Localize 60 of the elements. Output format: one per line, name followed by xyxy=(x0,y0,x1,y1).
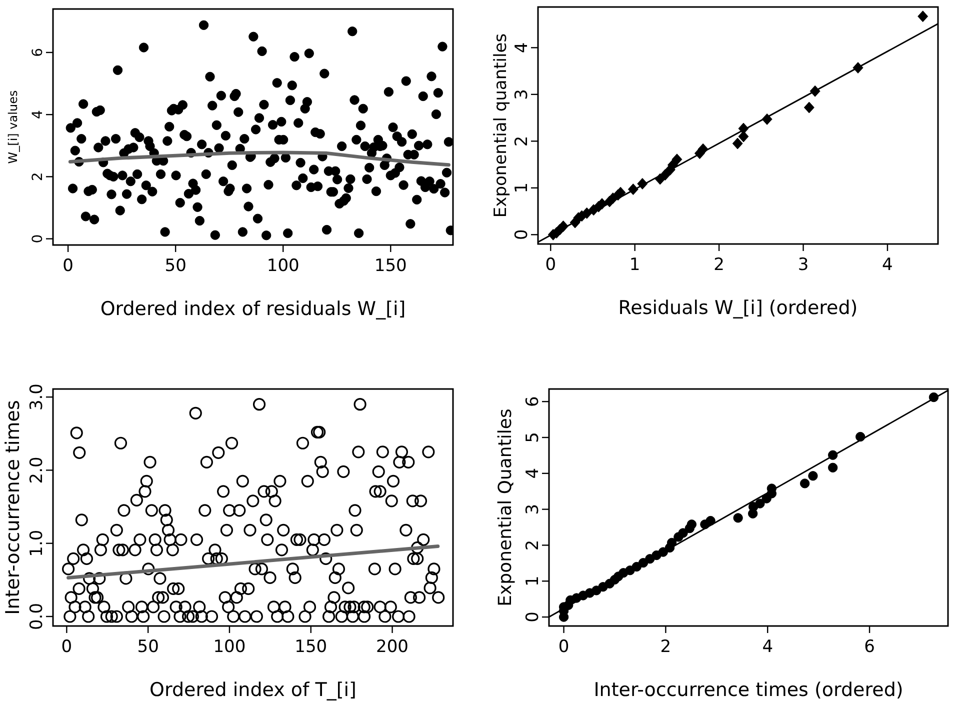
y-axis-title: Inter-occurrence times xyxy=(2,400,24,615)
x-tick-label: 0 xyxy=(61,637,72,657)
x-tick-label: 4 xyxy=(882,255,893,275)
x-tick-label: 6 xyxy=(864,637,875,657)
point xyxy=(804,102,814,114)
point xyxy=(732,138,743,150)
y-tick-label: 0 xyxy=(30,234,46,244)
point xyxy=(828,462,838,472)
y-tick-label: 1 xyxy=(512,182,532,194)
y-tick-label: 4 xyxy=(523,468,543,479)
y-axis-title: Exponential Quantiles xyxy=(495,408,516,606)
x-tick-label: 4 xyxy=(762,637,774,657)
y-tick-label: 2 xyxy=(30,172,46,182)
x-tick-label: 150 xyxy=(294,637,328,657)
y-tick-label: 6 xyxy=(30,48,46,57)
y-tick-label: 2.0 xyxy=(27,456,47,484)
x-tick-label: 0 xyxy=(545,255,556,275)
y-tick-label: 3.0 xyxy=(27,384,47,411)
x-tick-label: 0 xyxy=(62,256,74,276)
y-tick-label: 3 xyxy=(523,504,543,515)
y-tick-label: 2 xyxy=(523,540,543,551)
line-series xyxy=(68,150,450,167)
point xyxy=(686,520,697,530)
point xyxy=(672,154,682,166)
y-tick-label: 6 xyxy=(523,396,543,407)
point xyxy=(808,471,818,481)
point xyxy=(733,513,743,523)
y-tick-label: 0.0 xyxy=(27,602,47,630)
point xyxy=(738,130,749,142)
x-tick-label: 50 xyxy=(164,256,186,276)
x-axis-title: Inter-occurrence times (ordered) xyxy=(594,679,904,701)
y-tick-label: 0 xyxy=(512,229,532,240)
y-tick-label: 1 xyxy=(523,576,543,587)
point xyxy=(800,478,810,488)
x-tick-label: 200 xyxy=(376,637,408,657)
x-tick-label: 3 xyxy=(798,255,809,275)
point xyxy=(706,516,716,526)
y-axis-title: Exponential quantiles xyxy=(491,33,511,218)
x-tick-label: 0 xyxy=(558,637,570,657)
x-tick-label: 2 xyxy=(660,637,672,657)
point xyxy=(678,528,688,538)
point xyxy=(755,498,765,508)
x-axis-title: Residuals W_[i] (ordered) xyxy=(618,297,858,319)
y-axis-title: W_[i] values xyxy=(6,90,20,164)
x-axis-title: Ordered index of T_[i] xyxy=(150,679,356,701)
x-tick-label: 100 xyxy=(266,256,300,276)
x-tick-label: 150 xyxy=(374,256,407,276)
x-tick-label: 2 xyxy=(714,255,724,275)
point xyxy=(918,10,928,22)
y-tick-label: 4 xyxy=(512,42,532,54)
x-axis-title: Ordered index of residuals W_[i] xyxy=(100,298,406,320)
y-tick-label: 2 xyxy=(512,136,532,147)
y-tick-label: 0 xyxy=(523,612,543,622)
y-tick-label: 4 xyxy=(30,110,46,120)
y-tick-label: 5 xyxy=(523,432,543,443)
y-tick-label: 1.0 xyxy=(27,530,47,557)
y-tick-label: 3 xyxy=(512,89,532,100)
x-tick-label: 100 xyxy=(213,637,246,657)
x-tick-label: 50 xyxy=(137,637,159,657)
x-tick-label: 1 xyxy=(629,255,640,275)
